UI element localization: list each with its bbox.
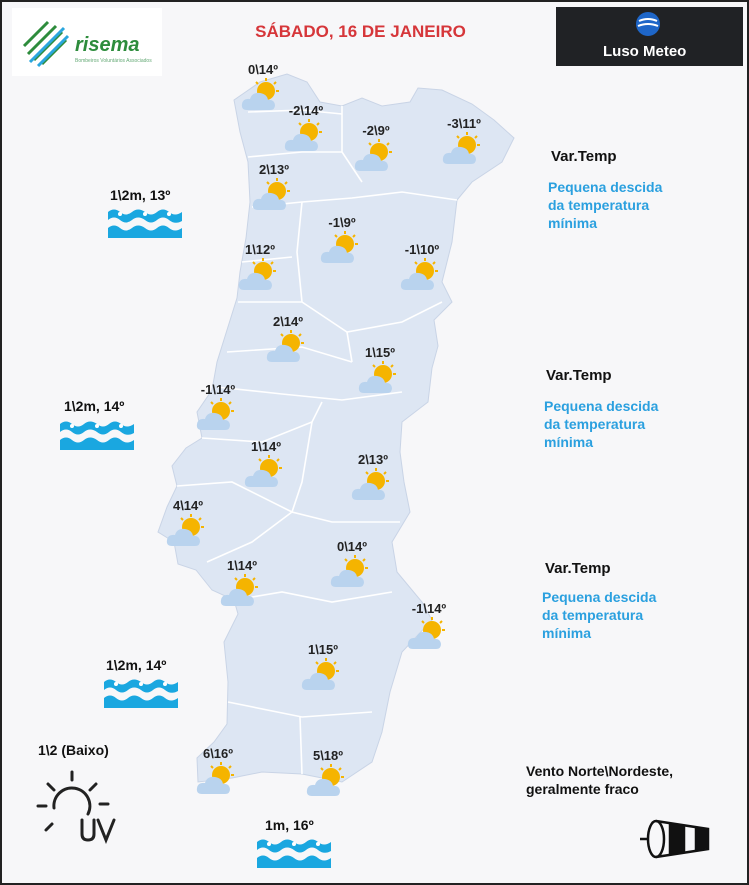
station-temperature: 4\14º <box>172 498 204 513</box>
station-temperature: -2\9º <box>362 123 390 138</box>
partly-cloudy-icon <box>330 555 370 589</box>
partly-cloudy-icon <box>166 514 206 548</box>
station-temperature: 1\15º <box>307 642 339 657</box>
var-temp-note-line: mínima <box>542 625 592 641</box>
station-temperature: -2\14º <box>288 103 324 118</box>
station-temperature: -1\9º <box>328 215 356 230</box>
station-temperature: 2\13º <box>357 452 389 467</box>
waves-icon <box>60 420 134 450</box>
station-temperature: -1\14º <box>411 601 447 616</box>
var-temp-note-1: Pequena descida da temperatura mínima <box>548 178 728 232</box>
waves-icon <box>108 208 182 238</box>
waves-icon <box>257 838 331 868</box>
station-temperature: 6\16º <box>202 746 234 761</box>
var-temp-note-line: da temperatura <box>542 607 644 623</box>
wind-description: Vento Norte\Nordeste, geralmente fraco <box>526 762 673 798</box>
station-temperature: 5\18º <box>312 748 344 763</box>
partly-cloudy-icon <box>358 361 398 395</box>
station-temperature: -1\14º <box>200 382 236 397</box>
station-temperature: -3\11º <box>447 116 481 131</box>
sea-state-1: 1\2m, 13º <box>110 187 171 203</box>
luso-meteo-globe-icon <box>636 12 660 36</box>
partly-cloudy-icon <box>244 455 284 489</box>
partly-cloudy-icon <box>442 132 482 166</box>
station-temperature: 1\14º <box>250 439 282 454</box>
var-temp-note-3: Pequena descida da temperatura mínima <box>542 588 722 642</box>
partly-cloudy-icon <box>351 468 391 502</box>
var-temp-note-line: mínima <box>544 434 594 450</box>
var-temp-heading-1: Var.Temp <box>551 148 617 165</box>
station-temperature: 2\14º <box>272 314 304 329</box>
station-temperature: -1\10º <box>404 242 440 257</box>
partly-cloudy-icon <box>241 78 281 112</box>
waves-icon <box>104 678 178 708</box>
partly-cloudy-icon <box>220 574 260 608</box>
var-temp-note-line: mínima <box>548 215 598 231</box>
partly-cloudy-icon <box>407 617 447 651</box>
sea-state-3: 1\2m, 14º <box>106 657 167 673</box>
var-temp-note-line: Pequena descida <box>542 589 657 605</box>
var-temp-heading-2: Var.Temp <box>546 367 612 384</box>
risema-wordmark: risema <box>75 34 140 56</box>
uv-index-label: 1\2 (Baixo) <box>38 742 109 758</box>
partly-cloudy-icon <box>252 178 292 212</box>
partly-cloudy-icon <box>301 658 341 692</box>
station-temperature: 1\15º <box>364 345 396 360</box>
risema-emblem-icon <box>22 20 70 68</box>
var-temp-note-line: Pequena descida <box>544 398 659 414</box>
uv-sun-icon <box>36 770 116 844</box>
station-temperature: 0\14º <box>247 62 279 77</box>
partly-cloudy-icon <box>266 330 306 364</box>
partly-cloudy-icon <box>284 119 324 153</box>
sea-state-2: 1\2m, 14º <box>64 398 125 414</box>
windsock-icon <box>640 819 710 859</box>
page-title: SÁBADO, 16 DE JANEIRO <box>255 22 466 41</box>
partly-cloudy-icon <box>196 762 236 796</box>
wind-line: geralmente fraco <box>526 781 639 797</box>
var-temp-note-line: da temperatura <box>548 197 650 213</box>
station-temperature: 2\13º <box>258 162 290 177</box>
partly-cloudy-icon <box>354 139 394 173</box>
risema-logo: risema Bombeiros Voluntários Associados <box>12 8 162 76</box>
var-temp-note-line: Pequena descida <box>548 179 663 195</box>
var-temp-heading-3: Var.Temp <box>545 560 611 577</box>
partly-cloudy-icon <box>196 398 236 432</box>
luso-meteo-logo: Luso Meteo <box>556 7 743 66</box>
partly-cloudy-icon <box>400 258 440 292</box>
station-temperature: 1\14º <box>226 558 258 573</box>
partly-cloudy-icon <box>238 258 278 292</box>
risema-tagline: Bombeiros Voluntários Associados <box>75 58 152 64</box>
wind-line: Vento Norte\Nordeste, <box>526 763 674 779</box>
sea-state-4: 1m, 16º <box>265 817 314 833</box>
partly-cloudy-icon <box>306 764 346 798</box>
var-temp-note-2: Pequena descida da temperatura mínima <box>544 397 724 451</box>
luso-meteo-wordmark: Luso Meteo <box>603 43 687 60</box>
partly-cloudy-icon <box>320 231 360 265</box>
station-temperature: 1\12º <box>244 242 276 257</box>
var-temp-note-line: da temperatura <box>544 416 646 432</box>
station-temperature: 0\14º <box>336 539 368 554</box>
